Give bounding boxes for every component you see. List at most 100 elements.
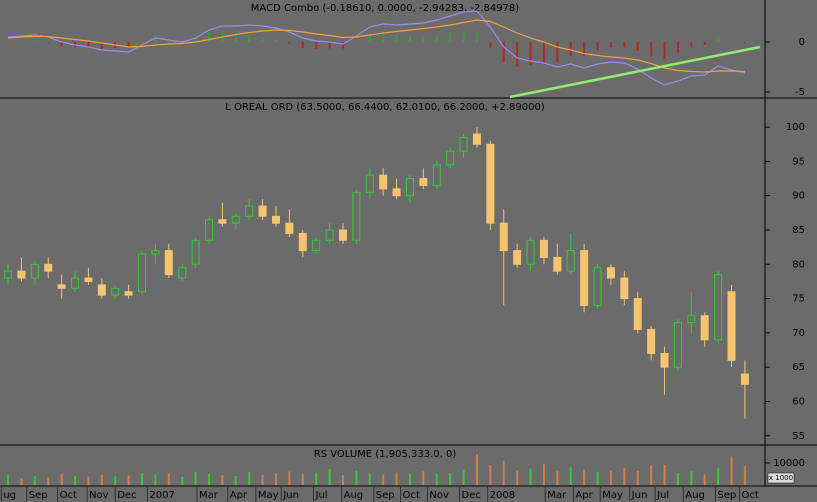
histogram-bar [743,42,746,44]
histogram-bar [395,35,398,42]
volume-bar [355,470,358,485]
x-tick-label: Jun [631,490,648,501]
histogram-bar [703,42,706,45]
histogram-bar [475,33,478,42]
candle-body [553,256,562,272]
candle-body [566,250,575,272]
unit-box [767,472,795,484]
histogram-bar [609,42,612,47]
x-tick-label: May [602,490,623,501]
candle-body [486,143,495,224]
volume-bar [743,466,746,485]
candle-body [727,291,736,361]
y-tick-label: 60 [792,396,805,407]
histogram-bar [87,42,90,48]
axis-strip [765,0,817,502]
x-tick-label: Jul [315,490,328,501]
histogram-bar [542,42,545,63]
candle-body [740,373,749,385]
volume-bar [7,475,10,485]
volume-bar [20,478,23,485]
candle-body [379,174,388,190]
candle-body [405,178,414,197]
candle-body [245,205,254,217]
volume-bar [288,471,291,485]
histogram-bar [449,33,452,42]
y-tick-label: 95 [792,156,805,167]
volume-bar [609,470,612,485]
x-tick-label: Sep [376,490,395,501]
x-tick-label: Apr [575,490,593,501]
histogram-bar [583,42,586,57]
candle-body [687,315,696,324]
volume-bar [382,474,385,485]
candle-body [419,178,428,186]
volume-bar [636,470,639,485]
histogram-bar [234,33,237,42]
volume-bar [475,454,478,485]
volume-bar [194,471,197,485]
histogram-bar [47,42,50,43]
histogram-bar [690,42,693,47]
candle-body [472,133,481,145]
volume-bar [556,471,559,485]
x-tick-label: Jul [656,490,669,501]
candle-body [44,263,53,272]
unit-label: x 1000 [769,474,793,482]
histogram-bar [462,31,465,42]
volume-bar [516,470,519,485]
histogram-bar [341,42,344,49]
candle-body [30,263,39,279]
candle-body [178,267,187,279]
volume-bar [395,472,398,485]
volume-bar [141,472,144,485]
volume-bar [462,469,465,485]
volume-bar [408,473,411,485]
volume-bar [33,476,36,485]
histogram-bar [382,33,385,42]
candle-body [338,229,347,241]
x-tick-label: Oct [742,490,759,501]
candle-body [258,205,267,217]
candle-body [84,277,93,282]
candle-body [138,253,147,293]
y-tick-label: 55 [792,431,805,442]
y-tick-label: 10000 [773,458,805,469]
histogram-bar [301,42,304,48]
y-tick-label: 65 [792,362,805,373]
candle-body [620,277,629,300]
histogram-bar [33,40,36,42]
macd-line [7,19,745,73]
candle-body [673,322,682,368]
x-tick-label: 2008 [490,490,515,501]
volume-bar [676,472,679,485]
x-tick-label: Aug [685,490,705,501]
volume-bar [717,468,720,485]
x-tick-label: Dec [117,490,136,501]
y-tick-label: 90 [792,191,805,202]
panel-title: L OREAL ORD (63.5000, 66.4400, 62.0100, … [225,102,545,113]
candle-body [325,229,334,241]
histogram-bar [355,41,358,42]
volume-bar [529,468,532,485]
histogram-bar [100,42,103,49]
x-tick-label: Mar [547,490,567,501]
histogram-bar [717,37,720,42]
volume-bar [341,475,344,485]
histogram-bar [650,42,653,57]
histogram-bar [730,41,733,42]
candle-body [218,219,227,224]
volume-bar [368,473,371,485]
volume-bar [583,469,586,485]
histogram-bar [127,42,130,47]
volume-bar [248,472,251,485]
histogram-bar [274,40,277,42]
candle-body [97,284,106,296]
volume-bar [234,475,237,485]
histogram-bar [502,42,505,62]
histogram-bar [60,42,63,46]
candle-body [499,222,508,252]
y-tick-label: 70 [792,328,805,339]
volume-bar [47,477,50,485]
